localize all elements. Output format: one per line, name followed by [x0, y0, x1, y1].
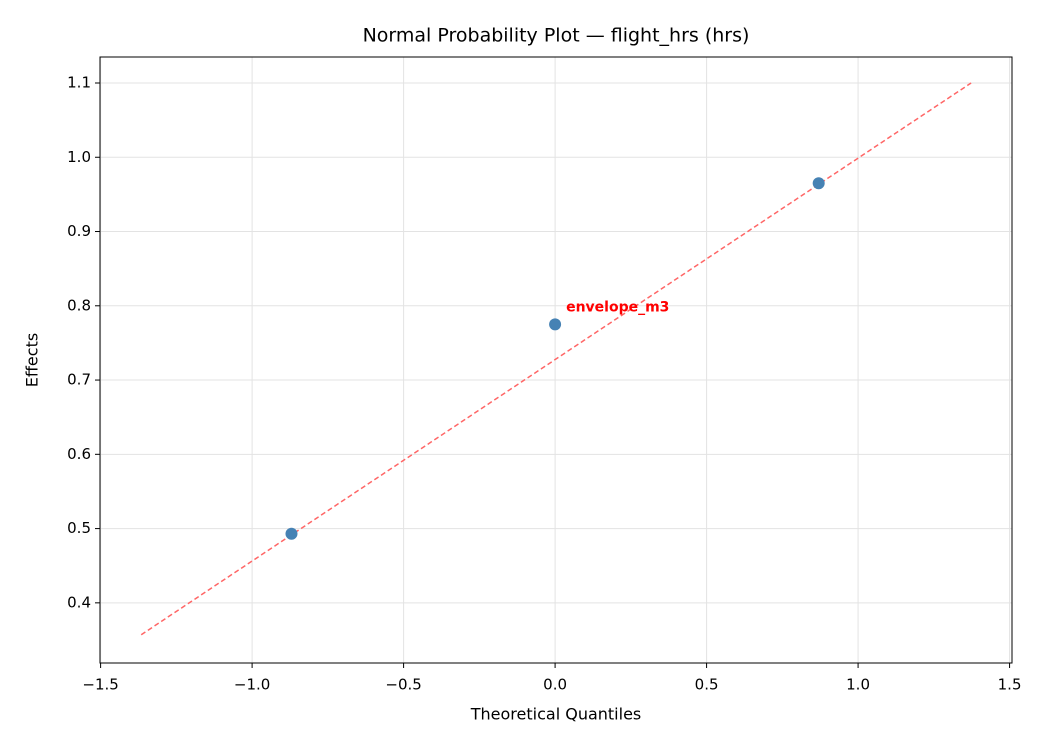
y-tick-label: 0.7 — [67, 371, 91, 389]
y-axis-label: Effects — [23, 333, 42, 387]
x-tick-label: 1.5 — [998, 676, 1022, 694]
point — [812, 177, 825, 190]
y-tick-label: 0.4 — [67, 593, 91, 611]
y-tick-label: 0.9 — [67, 222, 91, 240]
x-tick-label: −1.0 — [234, 676, 270, 694]
chart-title: Normal Probability Plot — flight_hrs (hr… — [363, 25, 750, 47]
point — [549, 318, 562, 331]
x-axis-label: Theoretical Quantiles — [470, 705, 642, 724]
point — [285, 527, 298, 540]
x-tick-label: 0.0 — [543, 676, 567, 694]
y-tick-label: 0.5 — [67, 519, 91, 537]
x-tick-label: 1.0 — [846, 676, 870, 694]
y-tick-label: 1.1 — [67, 73, 91, 91]
y-tick-label: 0.8 — [67, 296, 91, 314]
y-tick-label: 1.0 — [67, 148, 91, 166]
y-tick-label: 0.6 — [67, 445, 91, 463]
plot-frame — [99, 56, 1013, 664]
x-tick-label: −0.5 — [385, 676, 421, 694]
reference-line — [140, 82, 972, 636]
x-tick-label: 0.5 — [695, 676, 719, 694]
point-label: envelope_m3 — [566, 299, 669, 315]
x-tick-label: −1.5 — [82, 676, 118, 694]
